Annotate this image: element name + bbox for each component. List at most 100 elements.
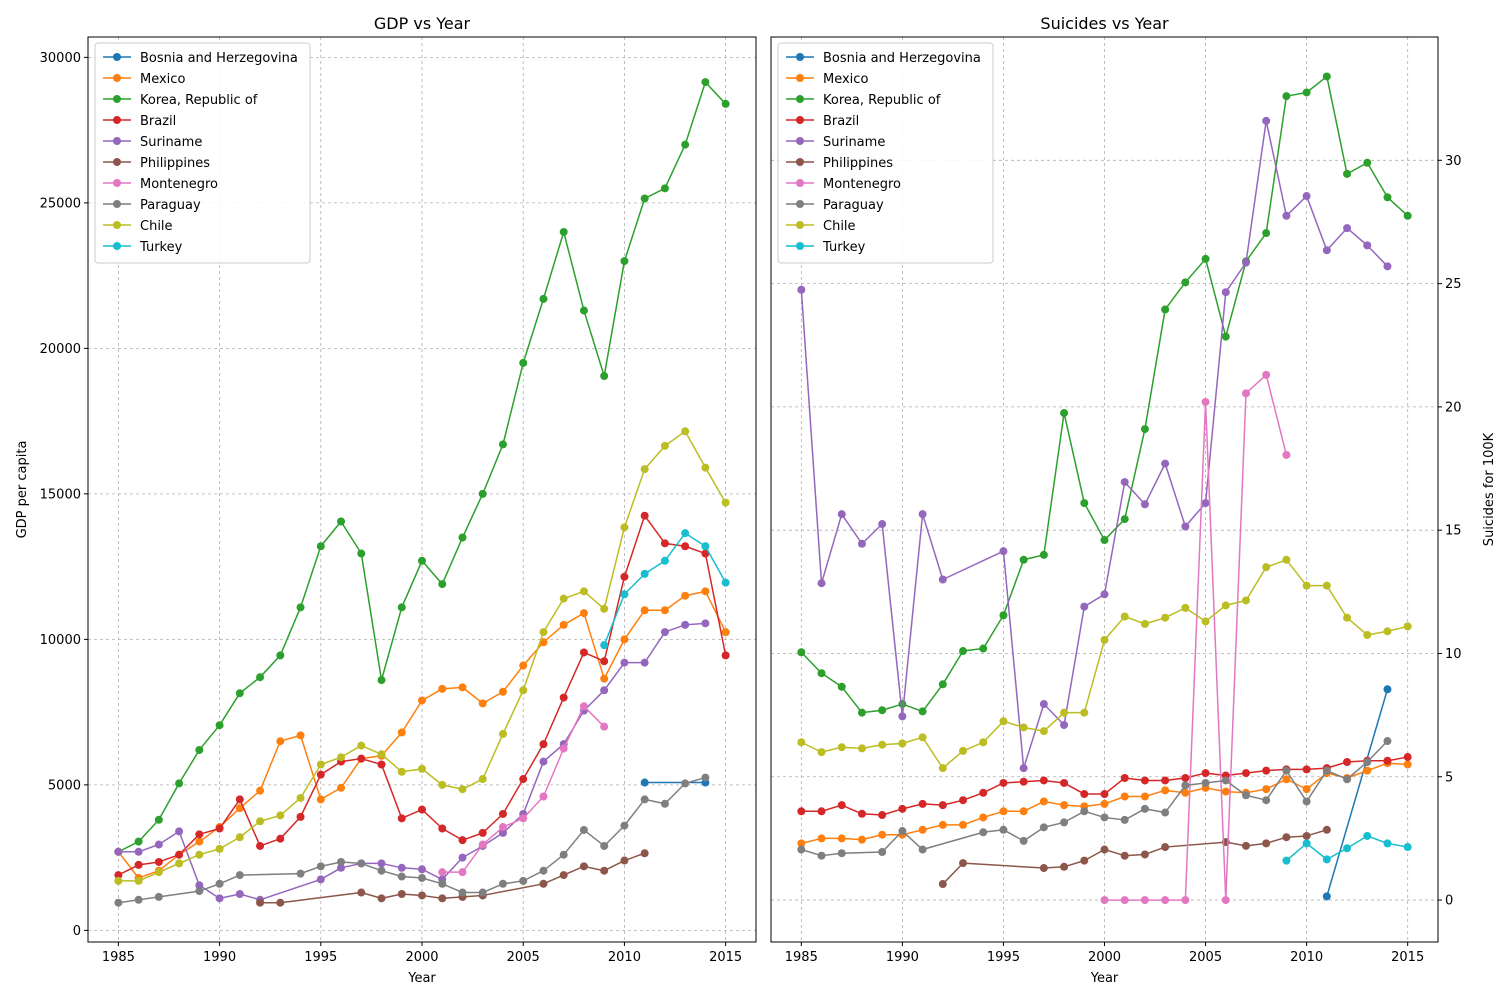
data-point-korea-republic-of	[959, 647, 968, 656]
data-point-brazil	[600, 657, 609, 666]
legend-box	[777, 42, 994, 264]
data-point-chile	[498, 729, 507, 738]
data-point-montenegro	[1100, 896, 1109, 905]
data-point-korea-republic-of	[1080, 499, 1089, 508]
y-tick-label: 15	[1445, 524, 1462, 539]
legend-label-mexico: Mexico	[140, 72, 185, 87]
data-point-chile	[1262, 563, 1271, 572]
data-point-turkey	[721, 578, 730, 587]
data-point-paraguay	[539, 866, 548, 875]
data-point-korea-republic-of	[681, 140, 690, 149]
data-point-suriname	[1241, 258, 1250, 267]
data-point-korea-republic-of	[640, 194, 649, 203]
data-point-montenegro	[1201, 397, 1210, 406]
data-point-korea-republic-of	[377, 676, 386, 685]
data-point-paraguay	[154, 892, 163, 901]
data-point-turkey	[1302, 839, 1311, 848]
data-point-paraguay	[478, 888, 487, 897]
data-point-suriname	[1080, 602, 1089, 611]
data-point-turkey	[701, 542, 710, 551]
data-point-mexico	[195, 837, 204, 846]
data-point-brazil	[817, 807, 826, 816]
data-point-paraguay	[1060, 818, 1069, 827]
data-point-mexico	[979, 813, 988, 822]
data-point-philippines	[438, 894, 447, 903]
data-point-brazil	[195, 830, 204, 839]
data-point-montenegro	[1140, 896, 1149, 905]
data-point-korea-republic-of	[235, 689, 244, 698]
data-point-philippines	[959, 859, 968, 868]
data-point-brazil	[438, 824, 447, 833]
legend-marker-korea-republic-of	[796, 95, 804, 103]
data-point-philippines	[1302, 831, 1311, 840]
legend-marker-chile	[796, 221, 804, 229]
data-point-mexico	[519, 661, 528, 670]
data-point-brazil	[539, 740, 548, 749]
data-point-paraguay	[1140, 804, 1149, 813]
data-point-mexico	[878, 830, 887, 839]
data-point-philippines	[1282, 833, 1291, 842]
data-point-chile	[235, 833, 244, 842]
legend-marker-bosnia-and-herzegovina	[113, 53, 121, 61]
legend-label-paraguay: Paraguay	[140, 198, 201, 213]
data-point-chile	[397, 767, 406, 776]
legend-label-suriname: Suriname	[823, 135, 885, 150]
chart-panel-1: 1985 1990 1995 2000 2005 2010 2015 0 5000 10000 15…	[15, 14, 757, 986]
data-point-korea-republic-of	[660, 184, 669, 193]
data-point-philippines	[418, 891, 426, 900]
data-point-brazil	[175, 850, 184, 859]
data-point-chile	[817, 748, 826, 757]
data-point-philippines	[357, 888, 366, 897]
data-point-montenegro	[1161, 896, 1170, 905]
data-point-suriname	[458, 853, 467, 862]
legend-label-montenegro: Montenegro	[140, 177, 218, 192]
data-point-brazil	[1060, 778, 1069, 787]
data-point-suriname	[1343, 224, 1352, 233]
x-tick-label: 1990	[203, 950, 236, 965]
data-point-paraguay	[1363, 757, 1372, 766]
legend: Bosnia and Herzegovina Mexico Korea, Repub…	[94, 42, 311, 264]
data-point-philippines	[579, 862, 588, 871]
y-tick-label: 20000	[40, 342, 81, 357]
data-point-chile	[134, 876, 143, 885]
data-point-paraguay	[114, 898, 123, 907]
data-point-brazil	[458, 836, 467, 845]
data-point-korea-republic-of	[701, 78, 710, 87]
data-point-brazil	[478, 828, 487, 837]
data-point-suriname	[175, 827, 184, 836]
data-point-chile	[1201, 617, 1210, 626]
legend-label-chile: Chile	[823, 219, 856, 234]
data-point-montenegro	[559, 744, 568, 753]
data-point-chile	[114, 876, 123, 885]
data-point-brazil	[1080, 790, 1089, 799]
y-axis-label: GDP per capita	[15, 441, 30, 539]
legend-label-bosnia-and-herzegovina: Bosnia and Herzegovina	[823, 51, 981, 66]
data-point-philippines	[600, 866, 609, 875]
data-point-chile	[458, 785, 467, 794]
data-point-chile	[721, 498, 730, 507]
data-point-korea-republic-of	[1100, 536, 1109, 545]
y-tick-label: 25000	[40, 196, 81, 211]
data-point-montenegro	[600, 722, 609, 731]
data-point-mexico	[857, 835, 866, 844]
x-tick-label: 1985	[102, 950, 135, 965]
data-point-mexico	[296, 731, 305, 740]
data-point-suriname	[134, 847, 143, 856]
data-point-philippines	[1120, 851, 1129, 860]
data-point-paraguay	[1019, 836, 1028, 845]
data-point-suriname	[235, 889, 244, 898]
data-point-korea-republic-of	[1039, 550, 1048, 559]
data-point-chile	[316, 760, 325, 769]
legend-label-suriname: Suriname	[140, 135, 202, 150]
data-point-suriname	[1140, 500, 1149, 509]
x-tick-label: 2015	[1391, 950, 1424, 965]
data-point-brazil	[215, 824, 224, 833]
data-point-mexico	[1262, 785, 1271, 794]
data-point-korea-republic-of	[256, 673, 265, 682]
data-point-brazil	[938, 801, 947, 810]
series-line-paraguay	[801, 740, 1389, 857]
data-point-turkey	[1343, 844, 1352, 853]
data-point-mexico	[660, 606, 669, 615]
data-point-suriname	[1363, 241, 1372, 250]
data-point-brazil	[1383, 756, 1392, 765]
